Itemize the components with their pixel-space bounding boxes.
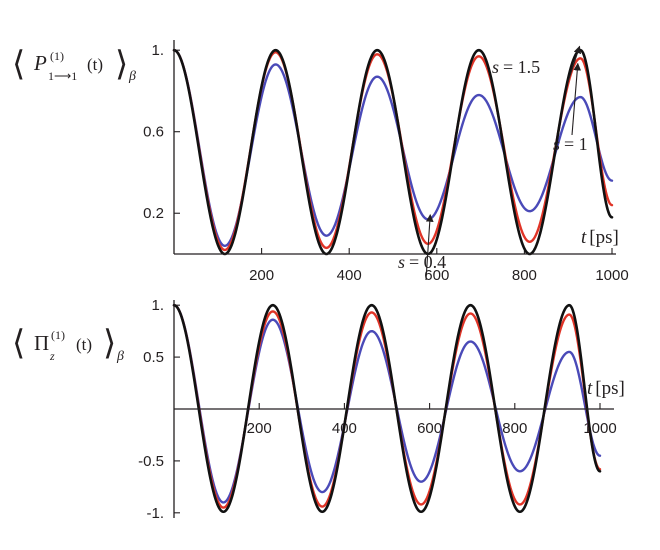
x-axis-label-top: t [ps] (581, 227, 619, 248)
annotation-arrow (425, 214, 434, 281)
y-label-argument: (t) (76, 335, 92, 354)
x-axis-label-bottom: t [ps] (587, 378, 625, 399)
annotation-label: s = 1.5 (492, 57, 540, 77)
y-tick-label: -0.5 (138, 453, 164, 470)
svg-text:⟨: ⟨ (12, 325, 25, 362)
x-tick-label: 1000 (595, 267, 628, 284)
svg-text:⟩: ⟩ (115, 46, 128, 83)
series-bottom (172, 303, 602, 514)
y-label-argument: (t) (87, 55, 103, 74)
x-tick-label: 600 (424, 267, 449, 284)
annotation-label: s = 1 (553, 134, 588, 154)
x-tick-label: 200 (249, 267, 274, 284)
x-tick-label: 800 (512, 267, 537, 284)
annotation-s15: s = 1.5 (492, 45, 582, 83)
series-top (172, 48, 614, 256)
x-tick-label: 200 (247, 420, 272, 437)
y-tick-label: 0.6 (143, 124, 164, 141)
y-axis-label-top: ⟨ P (1) 1⟶1 (t) ⟩ β (12, 46, 136, 84)
y-label-ensemble: β (128, 69, 136, 84)
x-tick-label: 600 (417, 420, 442, 437)
annotation-label: s = 0.4 (398, 252, 446, 272)
chart-panel-top: ⟨ P (1) 1⟶1 (t) ⟩ β 200 400 600 800 1000 0.2 0… (12, 40, 629, 284)
annotation-s1: s = 1 (553, 62, 588, 154)
x-tick-label: 400 (337, 267, 362, 284)
y-tick-label: -1. (146, 505, 164, 522)
y-label-superscript: (1) (50, 49, 64, 63)
y-label-ensemble: β (116, 349, 124, 364)
y-tick-label: 0.2 (143, 205, 164, 222)
ticks-bottom: 200 400 600 800 1000-1.-0.50.51. (138, 297, 617, 522)
svg-text:⟩: ⟩ (103, 325, 116, 362)
y-tick-label: 1. (151, 297, 164, 314)
y-axis-label-bottom: ⟨ Π (1) z (t) ⟩ β (12, 325, 124, 364)
chart-panel-bottom: ⟨ Π (1) z (t) ⟩ β 200 400 600 800 1000-1.-0.… (12, 297, 625, 522)
annotation-arrow (571, 62, 582, 136)
y-label-symbol: Π (34, 331, 49, 355)
annotations-top: s = 0.4 s = 1.5 s = 1 (398, 45, 588, 281)
x-tick-label: 800 (502, 420, 527, 437)
y-label-symbol: P (33, 51, 47, 75)
y-tick-label: 0.5 (143, 349, 164, 366)
annotation-s04: s = 0.4 (398, 214, 446, 281)
svg-text:⟨: ⟨ (12, 46, 25, 83)
y-label-subscript: 1⟶1 (48, 69, 77, 83)
series-line-s15 (172, 303, 602, 514)
y-tick-label: 1. (151, 42, 164, 59)
series-line-s15 (172, 48, 614, 256)
y-label-superscript: (1) (51, 328, 65, 342)
ticks-top: 200 400 600 800 1000 0.2 0.6 1. (143, 42, 629, 284)
y-label-subscript: z (49, 349, 55, 363)
